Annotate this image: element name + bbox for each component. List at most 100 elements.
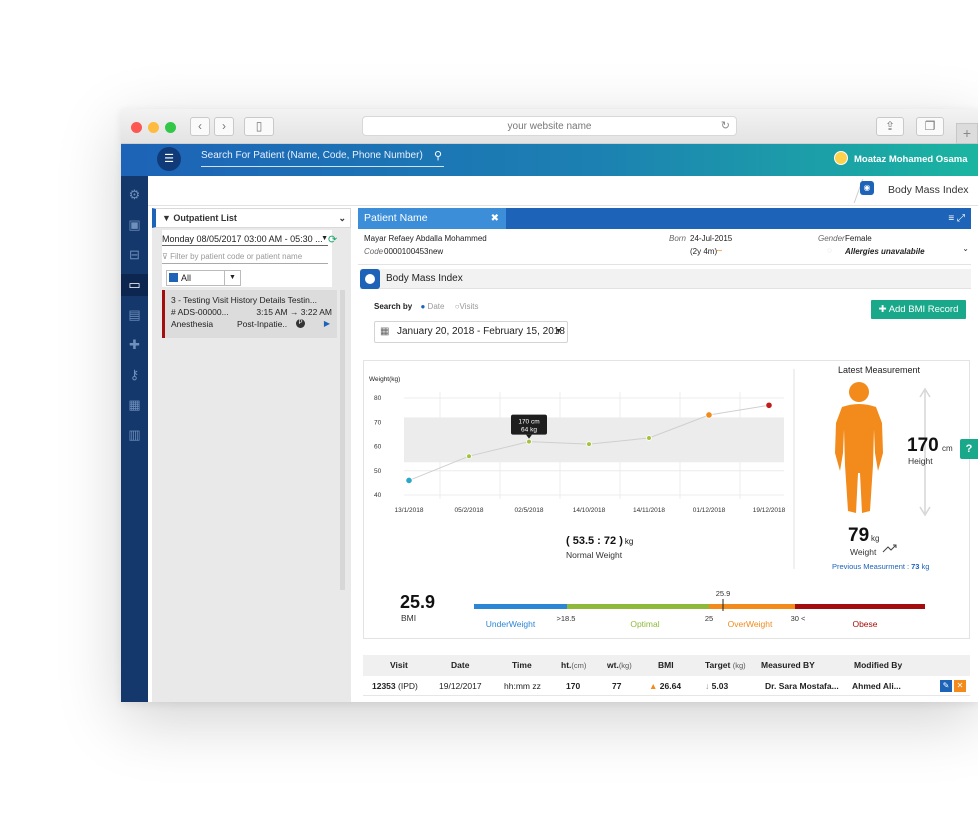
bed-icon[interactable]: ⊟: [129, 247, 140, 262]
col-ht-label: ht.: [561, 660, 572, 670]
y-tick-label: 60: [374, 444, 382, 451]
normal-range-text: ( 53.5 : 72 ) kg: [566, 535, 633, 547]
tabs-overview-icon[interactable]: ❐: [916, 117, 944, 136]
cell-visit: 12353 (IPD): [372, 676, 418, 695]
tooltip-pointer: [526, 434, 532, 439]
visit-time: 3:15 AM → 3:22 AM: [256, 307, 332, 317]
menu-icon[interactable]: ☰: [157, 147, 181, 171]
expand-icon[interactable]: ⤢: [957, 213, 965, 224]
weight-chart: 40 50 60 70 80 13/1/2018 05/2/2018 02/5/2018 14/…: [369, 365, 953, 629]
weight-unit: kg: [871, 534, 879, 543]
key-icon[interactable]: ⚷: [129, 367, 140, 382]
radio-date[interactable]: ● Date: [420, 302, 445, 311]
scrollbar[interactable]: [340, 290, 345, 590]
sidebar-toggle-icon[interactable]: ▯: [244, 117, 274, 136]
previous-value: 73: [911, 562, 919, 571]
browser-window: ‹ › ▯ your website name ↻ ⇪ ❐ + ☰ Search…: [121, 109, 978, 702]
col-visit[interactable]: Visit: [390, 660, 408, 670]
document-icon[interactable]: ▦: [128, 397, 141, 412]
bmi-icon: ◉: [860, 181, 874, 195]
col-measured-by[interactable]: Measured BY: [761, 660, 815, 670]
gender-label: Gender: [818, 234, 845, 243]
patient-search-input[interactable]: Search For Patient (Name, Code, Phone Nu…: [201, 149, 444, 167]
date-range-select[interactable]: Monday 08/05/2017 03:00 AM - 05:30 ... ▼: [162, 233, 328, 246]
previous-unit: kg: [921, 562, 929, 571]
add-bmi-record-button[interactable]: ✚ Add BMI Record: [871, 300, 966, 319]
edit-icon[interactable]: ✎: [940, 680, 952, 692]
col-wt[interactable]: wt.(kg): [607, 655, 632, 676]
left-nav: ⚙ ▣ ⊟ ▭ ▤ ✚ ⚷ ▦ ▥: [121, 176, 148, 702]
table-row[interactable]: 12353 (IPD) 19/12/2017 hh:mm zz 170 77 ▲…: [363, 676, 970, 696]
main-content: Patient Name ✖ ≡ ⤢ Mayar Refaey Abdalla …: [358, 208, 971, 702]
search-icon[interactable]: ⚲: [433, 150, 442, 162]
breadcrumb[interactable]: Body Mass Index: [888, 184, 969, 196]
col-target[interactable]: Target (kg): [705, 655, 746, 676]
x-tick-label: 14/10/2018: [573, 507, 606, 514]
cell-target: ↓ 5.03: [705, 676, 728, 695]
close-icon[interactable]: ✖: [490, 213, 499, 224]
clipboard-icon[interactable]: ▤: [128, 307, 141, 322]
x-tick-label: 14/11/2018: [633, 507, 665, 514]
bmi-segment-label: Obese: [852, 619, 877, 629]
col-target-unit: (kg): [732, 661, 746, 670]
col-date[interactable]: Date: [451, 660, 470, 670]
delete-icon[interactable]: ✕: [954, 680, 966, 692]
cell-date: 19/12/2017: [439, 681, 482, 691]
cell-wt: 77: [612, 681, 622, 691]
data-point: [405, 476, 413, 485]
chevron-down-icon: ▼: [555, 328, 562, 335]
patient-code: 0000100453new: [384, 247, 444, 256]
minimize-window-button[interactable]: [148, 122, 159, 133]
date-range-value: Monday 08/05/2017 03:00 AM - 05:30 ...: [162, 234, 323, 244]
outpatient-list-header[interactable]: ▼ Outpatient List ⌄: [152, 208, 351, 228]
data-point: [466, 453, 472, 459]
x-tick-label: 19/12/2018: [753, 507, 786, 514]
weight-value: 79: [848, 525, 869, 546]
more-chevron-icon[interactable]: ⌄: [962, 244, 969, 253]
medical-kit-icon[interactable]: ✚: [129, 337, 140, 352]
col-ht[interactable]: ht.(cm): [561, 655, 586, 676]
normal-range-unit: kg: [625, 537, 633, 546]
all-filter-select[interactable]: All ▼: [166, 270, 241, 286]
building-icon[interactable]: ▥: [128, 427, 141, 442]
collapse-icon[interactable]: ⌄: [338, 213, 346, 223]
play-icon[interactable]: ▶: [323, 319, 330, 328]
data-point: [646, 435, 652, 441]
monitor-icon[interactable]: ▭: [121, 274, 148, 296]
settings-icon[interactable]: ⚙: [128, 187, 141, 202]
height-unit: cm: [942, 444, 953, 453]
col-modified-by[interactable]: Modified By: [854, 660, 903, 670]
all-checkbox[interactable]: [169, 273, 178, 283]
patient-filter-input[interactable]: ⊽ Filter by patient code or patient name: [162, 251, 328, 264]
page-header: ◉ Body Mass Index: [148, 176, 978, 206]
user-menu[interactable]: Moataz Mohamed Osama: [834, 151, 968, 169]
cell-bmi-value: 26.64: [659, 681, 682, 691]
date-range-picker[interactable]: ▦ January 20, 2018 - February 15, 2018 ▼: [374, 321, 568, 343]
share-icon[interactable]: ⇪: [876, 117, 904, 136]
filter-icon: ▼: [162, 213, 174, 223]
search-by: Search by ● Date ○Visits: [374, 302, 487, 311]
tab-patient-name[interactable]: Patient Name ✖: [358, 208, 506, 229]
chevron-down-icon: ▼: [224, 270, 240, 286]
reload-icon[interactable]: ↻: [720, 120, 730, 132]
address-bar[interactable]: your website name ↻: [362, 116, 737, 136]
bmi-segment-label: Optimal: [630, 619, 659, 629]
list-item[interactable]: 3 - Testing Visit History Details Testin…: [162, 290, 337, 338]
col-time[interactable]: Time: [512, 660, 532, 670]
data-point: [705, 411, 713, 419]
back-icon[interactable]: ‹: [190, 117, 210, 136]
billing-icon[interactable]: ▣: [128, 217, 141, 232]
bmi-marker-label: 25.9: [716, 589, 731, 598]
close-window-button[interactable]: [131, 122, 142, 133]
radio-visits[interactable]: ○Visits: [454, 302, 479, 311]
forward-icon[interactable]: ›: [214, 117, 234, 136]
help-icon[interactable]: ?: [960, 439, 978, 459]
filter-icon: ⊽: [162, 252, 171, 261]
new-tab-button[interactable]: +: [956, 123, 978, 144]
radio-visits-label: Visits: [459, 302, 479, 311]
maximize-window-button[interactable]: [165, 122, 176, 133]
col-bmi[interactable]: BMI: [658, 660, 674, 670]
refresh-icon[interactable]: ⟳: [328, 234, 338, 246]
list-icon[interactable]: ≡: [948, 213, 955, 224]
patient-info: Mayar Refaey Abdalla Mohammed Code 00001…: [358, 229, 971, 265]
